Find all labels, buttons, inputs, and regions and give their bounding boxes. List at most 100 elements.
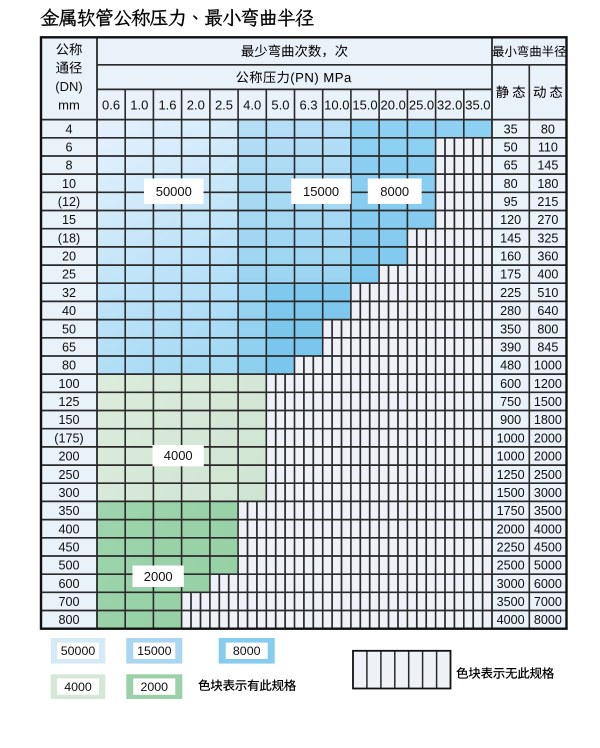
svg-text:700: 700 [58,595,79,609]
svg-text:1.6: 1.6 [158,97,176,112]
svg-text:500: 500 [58,559,79,573]
svg-text:5.0: 5.0 [271,97,289,112]
svg-text:160: 160 [500,250,521,264]
svg-text:2000: 2000 [534,450,562,464]
svg-text:25.0: 25.0 [409,97,434,112]
svg-text:35: 35 [504,122,518,136]
svg-text:6: 6 [65,141,72,155]
svg-text:2.0: 2.0 [187,97,205,112]
svg-text:600: 600 [500,377,521,391]
svg-text:8000: 8000 [534,613,562,627]
svg-text:95: 95 [504,195,518,209]
svg-text:215: 215 [537,195,558,209]
svg-text:1000: 1000 [497,431,525,445]
svg-text:4000: 4000 [497,613,525,627]
svg-text:100: 100 [58,377,79,391]
svg-text:845: 845 [537,341,558,355]
svg-text:390: 390 [500,341,521,355]
svg-text:15: 15 [62,213,76,227]
svg-text:3500: 3500 [497,595,525,609]
svg-text:8000: 8000 [380,184,409,199]
svg-text:6000: 6000 [534,577,562,591]
svg-text:280: 280 [500,304,521,318]
svg-text:7000: 7000 [534,595,562,609]
svg-text:2500: 2500 [497,559,525,573]
svg-text:2000: 2000 [144,569,173,584]
svg-text:3000: 3000 [534,486,562,500]
svg-text:80: 80 [541,122,555,136]
svg-text:350: 350 [58,504,79,518]
svg-text:480: 480 [500,359,521,373]
svg-text:2.5: 2.5 [215,97,233,112]
svg-text:3000: 3000 [497,577,525,591]
svg-text:80: 80 [504,177,518,191]
svg-text:8000: 8000 [233,644,261,658]
svg-text:5000: 5000 [534,559,562,573]
svg-text:32: 32 [62,286,76,300]
svg-text:125: 125 [58,395,79,409]
svg-text:80: 80 [62,359,76,373]
svg-text:10.0: 10.0 [324,97,349,112]
svg-text:1000: 1000 [534,359,562,373]
svg-text:50: 50 [504,141,518,155]
svg-text:50000: 50000 [156,184,192,199]
svg-text:50000: 50000 [61,644,96,658]
svg-text:65: 65 [504,159,518,173]
svg-text:600: 600 [58,577,79,591]
svg-text:250: 250 [58,468,79,482]
svg-text:4500: 4500 [534,541,562,555]
svg-text:65: 65 [62,341,76,355]
svg-text:35.0: 35.0 [465,97,490,112]
svg-text:4000: 4000 [534,522,562,536]
svg-text:1800: 1800 [534,413,562,427]
svg-text:4000: 4000 [164,448,193,463]
svg-text:400: 400 [537,268,558,282]
svg-text:450: 450 [58,541,79,555]
svg-text:32.0: 32.0 [437,97,462,112]
svg-text:800: 800 [58,613,79,627]
svg-text:510: 510 [537,286,558,300]
svg-text:640: 640 [537,304,558,318]
svg-text:50: 50 [62,322,76,336]
svg-text:4.0: 4.0 [243,97,261,112]
svg-text:2500: 2500 [534,468,562,482]
svg-text:15000: 15000 [137,644,172,658]
svg-text:325: 325 [537,231,558,245]
svg-text:(DN): (DN) [55,79,82,94]
svg-text:180: 180 [537,177,558,191]
svg-text:145: 145 [500,231,521,245]
svg-text:20.0: 20.0 [381,97,406,112]
svg-text:6.3: 6.3 [300,97,318,112]
svg-text:2000: 2000 [141,680,169,694]
svg-text:300: 300 [58,486,79,500]
svg-text:4: 4 [65,122,72,136]
svg-text:800: 800 [537,322,558,336]
svg-text:(175): (175) [54,431,83,445]
svg-text:120: 120 [500,213,521,227]
svg-text:350: 350 [500,322,521,336]
svg-text:(12): (12) [58,195,80,209]
svg-text:1000: 1000 [497,450,525,464]
svg-text:2250: 2250 [497,541,525,555]
svg-text:(18): (18) [58,231,80,245]
svg-text:175: 175 [500,268,521,282]
svg-text:20: 20 [62,250,76,264]
svg-text:1200: 1200 [534,377,562,391]
svg-text:40: 40 [62,304,76,318]
svg-text:10: 10 [62,177,76,191]
svg-text:270: 270 [537,213,558,227]
svg-text:200: 200 [58,450,79,464]
svg-text:750: 750 [500,395,521,409]
svg-text:1250: 1250 [497,468,525,482]
svg-text:150: 150 [58,413,79,427]
svg-text:15000: 15000 [303,184,339,199]
svg-text:1500: 1500 [534,395,562,409]
svg-text:25: 25 [62,268,76,282]
svg-text:1500: 1500 [497,486,525,500]
svg-text:145: 145 [537,159,558,173]
svg-text:110: 110 [538,141,558,155]
svg-text:1.0: 1.0 [130,97,148,112]
svg-text:2000: 2000 [497,522,525,536]
svg-text:360: 360 [537,250,558,264]
svg-text:225: 225 [500,286,521,300]
